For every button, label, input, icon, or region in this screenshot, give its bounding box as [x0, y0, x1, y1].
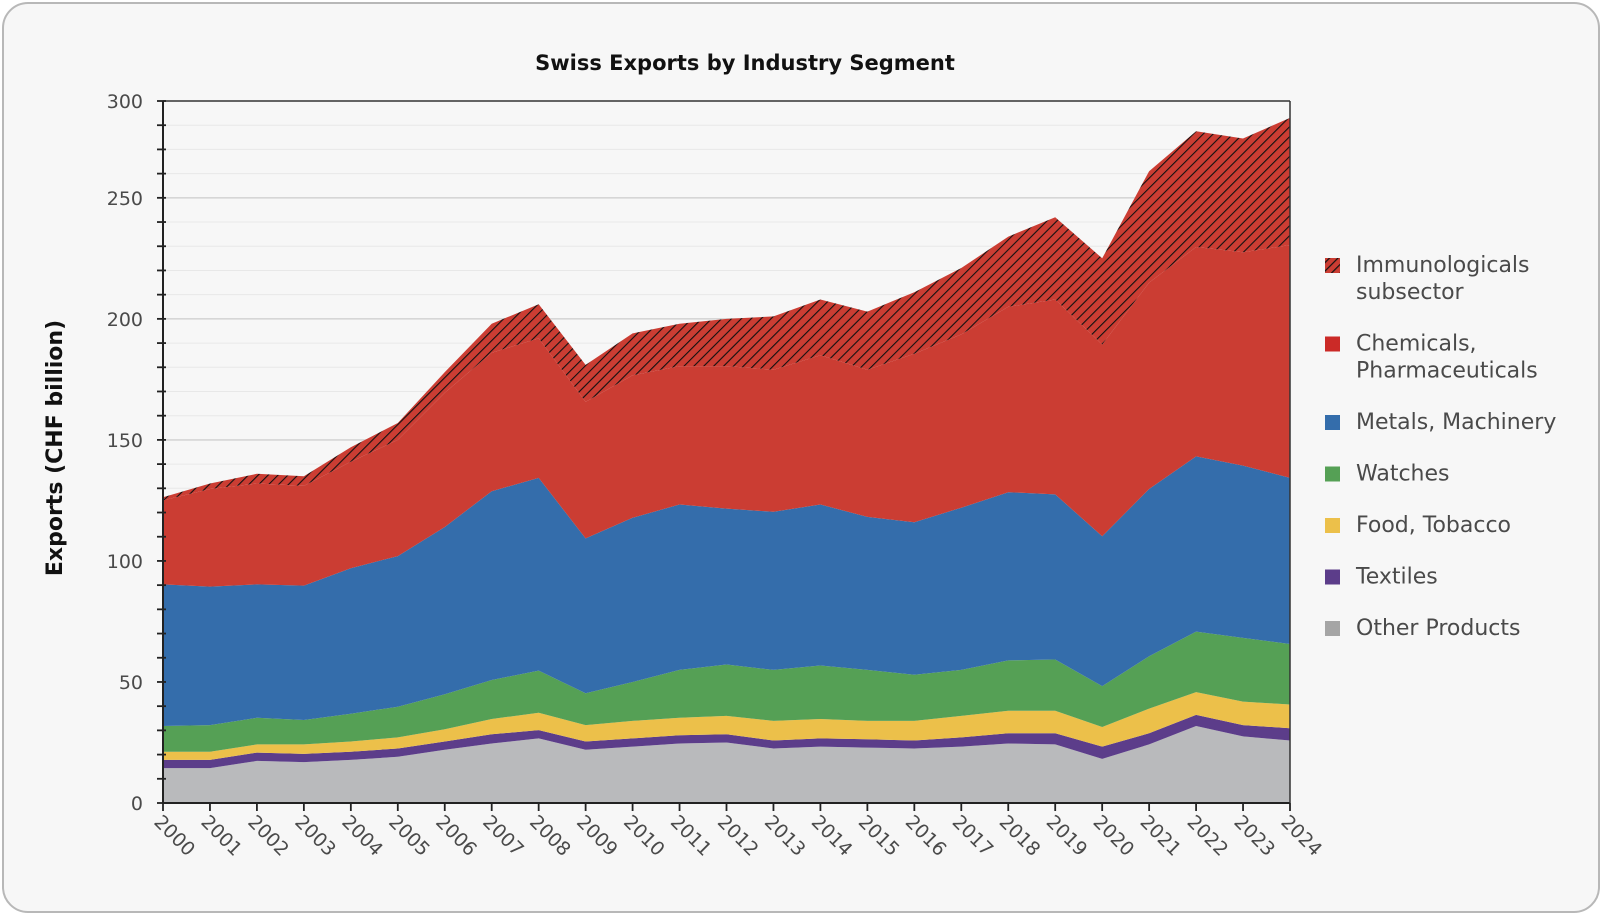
x-tick-label: 2013 [760, 811, 810, 861]
x-tick-label: 2014 [807, 811, 857, 861]
area-metals-machinery [163, 456, 1290, 726]
x-tick-label: 2009 [572, 811, 622, 861]
y-tick-label: 100 [107, 551, 143, 573]
y-tick-label: 50 [119, 672, 143, 694]
x-tick-label: 2011 [666, 811, 716, 861]
area-other-products [163, 726, 1290, 803]
legend-swatch [1325, 466, 1340, 482]
y-axis-ticks: 0 50 100 150 200 250 300 [107, 91, 166, 815]
legend-label: Pharmaceuticals [1356, 359, 1538, 384]
legend-item: Chemicals,Pharmaceuticals [1325, 332, 1538, 384]
y-tick-label: 300 [107, 91, 143, 113]
x-tick-label: 2020 [1089, 811, 1139, 861]
y-tick-label: 150 [107, 430, 143, 452]
x-tick-label: 2002 [243, 811, 293, 861]
legend-swatch [1325, 415, 1340, 430]
area-immunologicals-subsector [163, 117, 1290, 501]
legend-label: subsector [1356, 280, 1465, 305]
x-tick-label: 2006 [431, 811, 481, 861]
legend-item: Metals, Machinery [1325, 410, 1556, 435]
legend-swatch [1325, 569, 1340, 585]
x-tick-label: 2012 [713, 811, 763, 861]
x-tick-label: 2005 [384, 811, 434, 861]
x-tick-label: 2022 [1183, 811, 1233, 861]
area-food-tobacco [163, 692, 1290, 760]
legend-label: Immunologicals [1356, 253, 1530, 278]
chart-title: Swiss Exports by Industry Segment [535, 51, 955, 75]
x-tick-label: 2000 [149, 811, 199, 861]
x-tick-label: 2001 [196, 811, 246, 861]
x-tick-label: 2008 [525, 811, 575, 861]
legend-label: Watches [1356, 462, 1450, 487]
area-series [163, 117, 1290, 803]
y-tick-label: 250 [107, 188, 143, 210]
legend-label: Other Products [1356, 616, 1520, 641]
legend-item: Other Products [1325, 616, 1520, 641]
y-tick-label: 200 [107, 309, 143, 331]
legend-item: Watches [1325, 462, 1450, 487]
legend-item: Textiles [1325, 565, 1438, 590]
legend-label: Textiles [1355, 565, 1438, 590]
x-tick-label: 2017 [948, 811, 998, 861]
x-tick-label: 2021 [1136, 811, 1186, 861]
area-chemicals-pharmaceuticals [163, 245, 1290, 587]
area-watches [163, 631, 1290, 752]
legend-swatch [1325, 336, 1340, 352]
area-textiles [163, 714, 1290, 769]
legend-swatch [1325, 258, 1340, 273]
x-tick-label: 2023 [1230, 811, 1280, 861]
legend-label: Chemicals, [1356, 332, 1477, 357]
x-tick-label: 2019 [1042, 811, 1092, 861]
legend-swatch [1325, 518, 1340, 533]
x-tick-label: 2004 [337, 811, 387, 861]
x-tick-label: 2024 [1276, 811, 1326, 861]
x-tick-label: 2015 [854, 811, 904, 861]
legend-label: Food, Tobacco [1356, 513, 1511, 538]
y-axis-label: Exports (CHF billion) [43, 320, 68, 576]
x-tick-label: 2016 [901, 811, 951, 861]
legend-item: Food, Tobacco [1325, 513, 1511, 538]
y-tick-label: 0 [131, 793, 143, 815]
legend-swatch [1325, 621, 1340, 636]
x-tick-label: 2018 [995, 811, 1045, 861]
x-tick-label: 2010 [619, 811, 669, 861]
x-axis-ticks: 2000200120022003200420052006200720082009… [149, 803, 1326, 861]
x-tick-label: 2003 [290, 811, 340, 861]
x-tick-label: 2007 [478, 811, 528, 861]
legend-label: Metals, Machinery [1356, 410, 1556, 435]
